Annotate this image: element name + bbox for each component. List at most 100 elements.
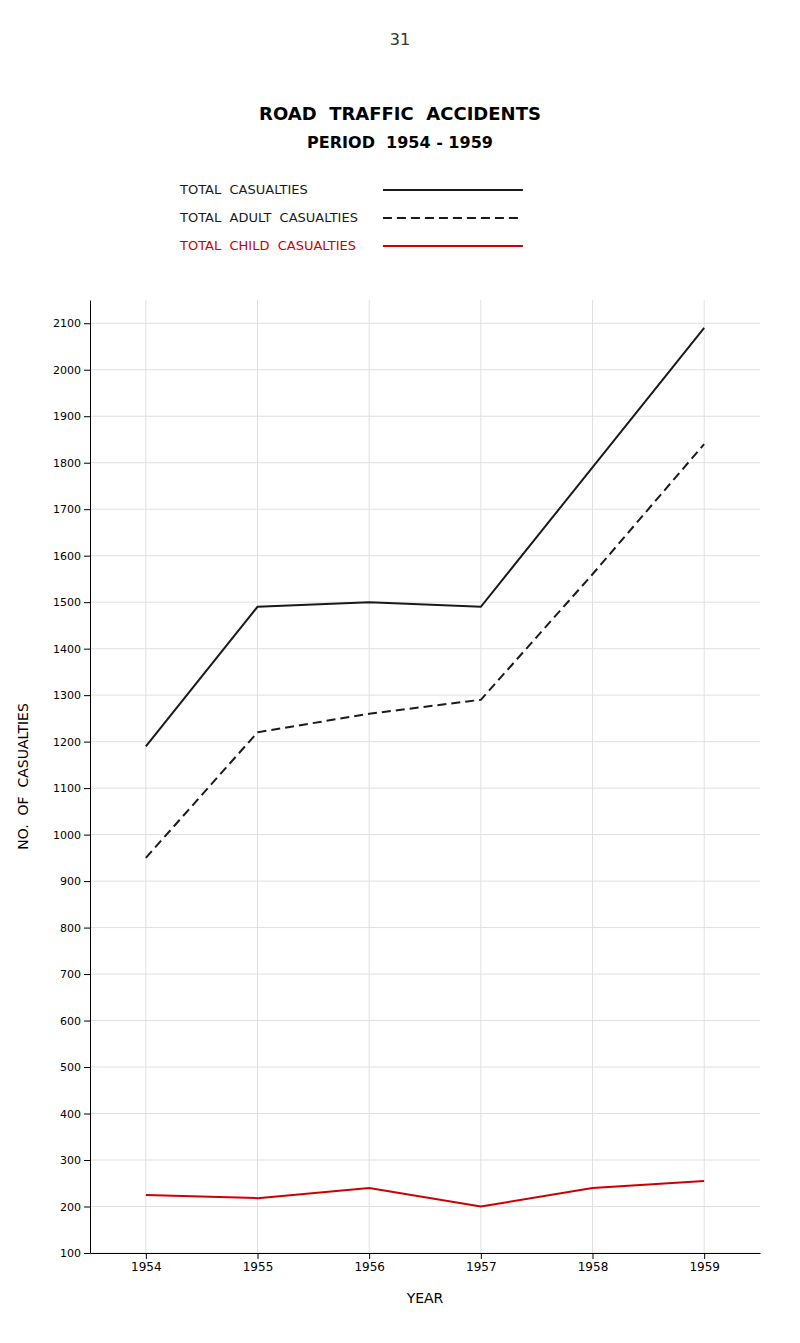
- tick: 600: [60, 1015, 90, 1028]
- tick-label: 1200: [53, 736, 81, 749]
- grid-line-y: [90, 509, 760, 510]
- tick-label: 100: [60, 1247, 81, 1260]
- grid-line-x: [592, 300, 593, 1253]
- tick: 900: [60, 875, 90, 888]
- tick: 1958: [578, 1253, 609, 1274]
- tick-label: 1600: [53, 550, 81, 563]
- tick-label: 2100: [53, 317, 81, 330]
- tick-label: 1500: [53, 596, 81, 609]
- tick-mark: [84, 1114, 90, 1115]
- axis-line: [91, 1253, 761, 1254]
- page-number: 31: [390, 30, 410, 49]
- series-line: [146, 444, 704, 858]
- grid-line-y: [90, 462, 760, 463]
- tick-label: 1954: [131, 1260, 162, 1274]
- tick-label: 1800: [53, 457, 81, 470]
- tick-mark: [84, 788, 90, 789]
- legend-swatch: [383, 217, 523, 219]
- tick-mark: [369, 1253, 370, 1259]
- grid-line-y: [90, 369, 760, 370]
- tick: 1600: [53, 550, 90, 563]
- tick-label: 1958: [578, 1260, 609, 1274]
- plot-area: [146, 328, 704, 1207]
- tick: 1955: [243, 1253, 274, 1274]
- tick-label: 1000: [53, 829, 81, 842]
- tick-mark: [84, 1253, 90, 1254]
- tick: 1300: [53, 689, 90, 702]
- tick-mark: [84, 416, 90, 417]
- grid-line-y: [90, 1113, 760, 1114]
- tick-label: 500: [60, 1061, 81, 1074]
- grid-line-y: [90, 1020, 760, 1021]
- axis-line: [90, 301, 91, 1254]
- tick-label: 600: [60, 1015, 81, 1028]
- grid-line-y: [90, 1067, 760, 1068]
- tick-mark: [84, 928, 90, 929]
- tick: 1700: [53, 503, 90, 516]
- tick: 1400: [53, 643, 90, 656]
- tick: 1000: [53, 829, 90, 842]
- tick: 500: [60, 1061, 90, 1074]
- tick-label: 1956: [354, 1260, 385, 1274]
- tick-mark: [84, 742, 90, 743]
- tick: 300: [60, 1154, 90, 1167]
- tick-label: 2000: [53, 364, 81, 377]
- chart-title: ROAD TRAFFIC ACCIDENTS: [259, 103, 541, 124]
- series-line: [146, 328, 704, 746]
- tick-label: 300: [60, 1154, 81, 1167]
- tick-mark: [84, 370, 90, 371]
- tick: 800: [60, 922, 90, 935]
- grid-line-y: [90, 1160, 760, 1161]
- annotations: 31: [390, 30, 410, 49]
- grid-line-y: [90, 602, 760, 603]
- tick-mark: [258, 1253, 259, 1259]
- tick-label: 700: [60, 968, 81, 981]
- grid-line-y: [90, 834, 760, 835]
- tick-label: 1400: [53, 643, 81, 656]
- x-axis-title: YEAR: [406, 1290, 444, 1306]
- tick: 200: [60, 1201, 90, 1214]
- tick-label: 1300: [53, 689, 81, 702]
- grid-line-y: [90, 323, 760, 324]
- grid-line-x: [480, 300, 481, 1253]
- grid-line-y: [90, 881, 760, 882]
- tick: 400: [60, 1108, 90, 1121]
- grid-line-x: [704, 300, 705, 1253]
- tick-mark: [84, 881, 90, 882]
- chart-svg: 31 ROAD TRAFFIC ACCIDENTS PERIOD 1954 - 19…: [0, 0, 800, 1343]
- tick-mark: [146, 1253, 147, 1259]
- chart-subtitle: PERIOD 1954 - 1959: [307, 133, 493, 152]
- x-axis: 1954 1955 1956 1957 1958 1959: [91, 1253, 761, 1274]
- legend: TOTAL CASUALTIESTOTAL ADULT CASUALTIESTO…: [179, 182, 523, 253]
- tick-label: 900: [60, 875, 81, 888]
- tick: 1200: [53, 736, 90, 749]
- grid-line-x: [257, 300, 258, 1253]
- tick-mark: [84, 1067, 90, 1068]
- tick-label: 800: [60, 922, 81, 935]
- grid-line-y: [90, 555, 760, 556]
- y-axis: 100 200 300 400 500 600 700 800 900 1000 1100 1200 1…: [53, 301, 91, 1261]
- tick-mark: [593, 1253, 594, 1259]
- tick-mark: [84, 323, 90, 324]
- tick: 1100: [53, 782, 90, 795]
- grid-line-x: [145, 300, 146, 1253]
- tick-label: 1959: [689, 1260, 720, 1274]
- grid-line-y: [90, 648, 760, 649]
- series-line: [146, 1181, 704, 1207]
- grid-line-y: [90, 788, 760, 789]
- tick: 1800: [53, 457, 90, 470]
- tick-label: 1957: [466, 1260, 497, 1274]
- grid: [90, 300, 760, 1253]
- tick: 100: [60, 1247, 90, 1260]
- tick: 1900: [53, 410, 90, 423]
- legend-label: TOTAL ADULT CASUALTIES: [179, 210, 358, 225]
- legend-swatch: [383, 189, 523, 191]
- tick-mark: [84, 1021, 90, 1022]
- tick-mark: [84, 974, 90, 975]
- tick: 1959: [689, 1253, 720, 1274]
- tick: 1956: [354, 1253, 385, 1274]
- grid-line-y: [90, 416, 760, 417]
- grid-line-y: [90, 927, 760, 928]
- chart-container: 31 ROAD TRAFFIC ACCIDENTS PERIOD 1954 - 19…: [0, 0, 800, 1343]
- grid-line-y: [90, 1206, 760, 1207]
